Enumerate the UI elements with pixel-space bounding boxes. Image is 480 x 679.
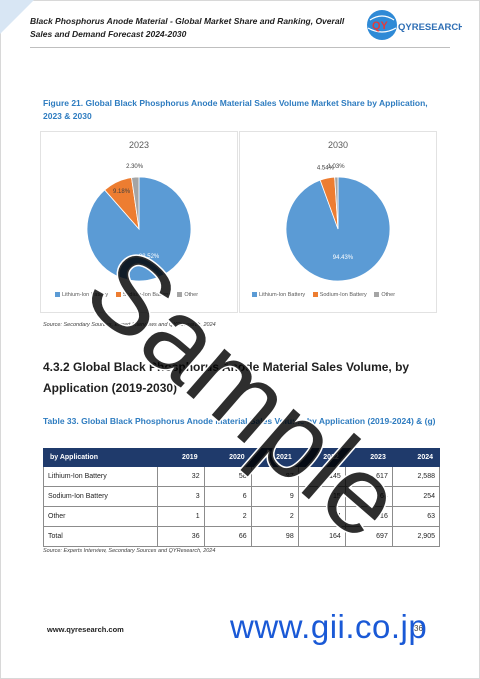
- table-cell: Other: [43, 506, 158, 527]
- qyresearch-logo: QY QYRESEARCH: [367, 10, 462, 40]
- figure-source: Source: Secondary Sources, Expert Interv…: [43, 322, 216, 328]
- legend-item: Sodium-Ion Battery: [319, 292, 367, 298]
- table-cell: 66: [203, 526, 252, 547]
- legend-item: Sodium-Ion Battery: [122, 292, 170, 298]
- pie-slice-other: [131, 176, 140, 230]
- table-cell: 1: [156, 506, 205, 527]
- table-row: Total 36 66 98 164 697 2,905: [43, 526, 441, 547]
- corner-decoration: [0, 0, 34, 34]
- table-cell: Sodium-Ion Battery: [43, 486, 158, 507]
- table-cell: 2,905: [391, 526, 441, 547]
- figure-title: Figure 21. Global Black Phosphorus Anode…: [43, 98, 428, 121]
- pie-data-label: 4.54%: [317, 165, 335, 171]
- page-number: 36: [414, 624, 423, 633]
- legend-item: Lithium-Ion Battery: [62, 292, 109, 298]
- pie-svg-2030: 94.43% 4.54%1.03%: [285, 164, 391, 282]
- chart-legend-2023: Lithium-Ion Battery Sodium-Ion Battery O…: [55, 292, 204, 298]
- pie-data-label: 9.18%: [113, 189, 131, 195]
- table-cell: 98: [250, 526, 299, 547]
- table-row: Sodium-Ion Battery 3 6 9 15 64 254: [43, 486, 441, 507]
- table-header-cell: 2024: [391, 448, 441, 467]
- table-cell: 63: [391, 506, 441, 527]
- chart-title: 2023: [128, 140, 150, 150]
- table-title: Table 33. Global Black Phosphorus Anode …: [43, 416, 436, 426]
- table-cell: 36: [156, 526, 205, 547]
- header-divider: [30, 47, 450, 48]
- pie-data-label: 94.43%: [333, 255, 354, 261]
- table-cell: Lithium-Ion Battery: [43, 466, 158, 487]
- logo-text: QYRESEARCH: [398, 22, 462, 33]
- table-header-row: by Application 2019 2020 2021 2022 2023 …: [43, 448, 441, 467]
- legend-item: Other: [381, 292, 396, 298]
- table-cell: 32: [156, 466, 205, 487]
- legend-item: Other: [184, 292, 199, 298]
- pie-data-label: 88.52%: [139, 254, 160, 260]
- footer-url[interactable]: www.qyresearch.com: [47, 625, 124, 634]
- table-cell: 2: [203, 506, 252, 527]
- table-header-cell: 2022: [297, 448, 346, 467]
- pie-chart-2023: 2023 88.52% 9.18% 2.30%: [40, 131, 238, 313]
- gii-watermark: www.gii.co.jp: [230, 608, 428, 645]
- table-header-cell: by Application: [43, 448, 158, 467]
- report-header-title: Black Phosphorus Anode Material - Global…: [30, 16, 345, 39]
- pie-data-label: 2.30%: [126, 164, 144, 170]
- table-cell: Total: [43, 526, 158, 547]
- table-row: Lithium-Ion Battery 32 58 87 145 617 2,5…: [43, 466, 441, 487]
- table-cell: 3: [156, 486, 205, 507]
- section-title: 4.3.2 Global Black Phosphorus Anode Mate…: [43, 360, 410, 395]
- legend-item: Lithium-Ion Battery: [259, 292, 306, 298]
- table-source: Source: Experts Interview, Secondary Sou…: [43, 548, 216, 554]
- sales-volume-table: by Application 2019 2020 2021 2022 2023 …: [43, 448, 441, 547]
- table-header-cell: 2020: [203, 448, 252, 467]
- chart-title: 2030: [327, 140, 349, 150]
- pie-slice-other: [334, 176, 339, 230]
- chart-legend-2030: Lithium-Ion Battery Sodium-Ion Battery O…: [252, 292, 401, 298]
- pie-data-label: 1.03%: [328, 164, 346, 170]
- pie-chart-2030: 2030 94.43% 4.54% 1.03%: [239, 131, 437, 313]
- table-header-cell: 2019: [156, 448, 205, 467]
- pie-svg-2023: 88.52% 9.18% 2.30%: [86, 164, 192, 282]
- svg-text:QY: QY: [372, 20, 389, 32]
- table-cell: 6: [203, 486, 252, 507]
- table-header-cell: 2023: [344, 448, 393, 467]
